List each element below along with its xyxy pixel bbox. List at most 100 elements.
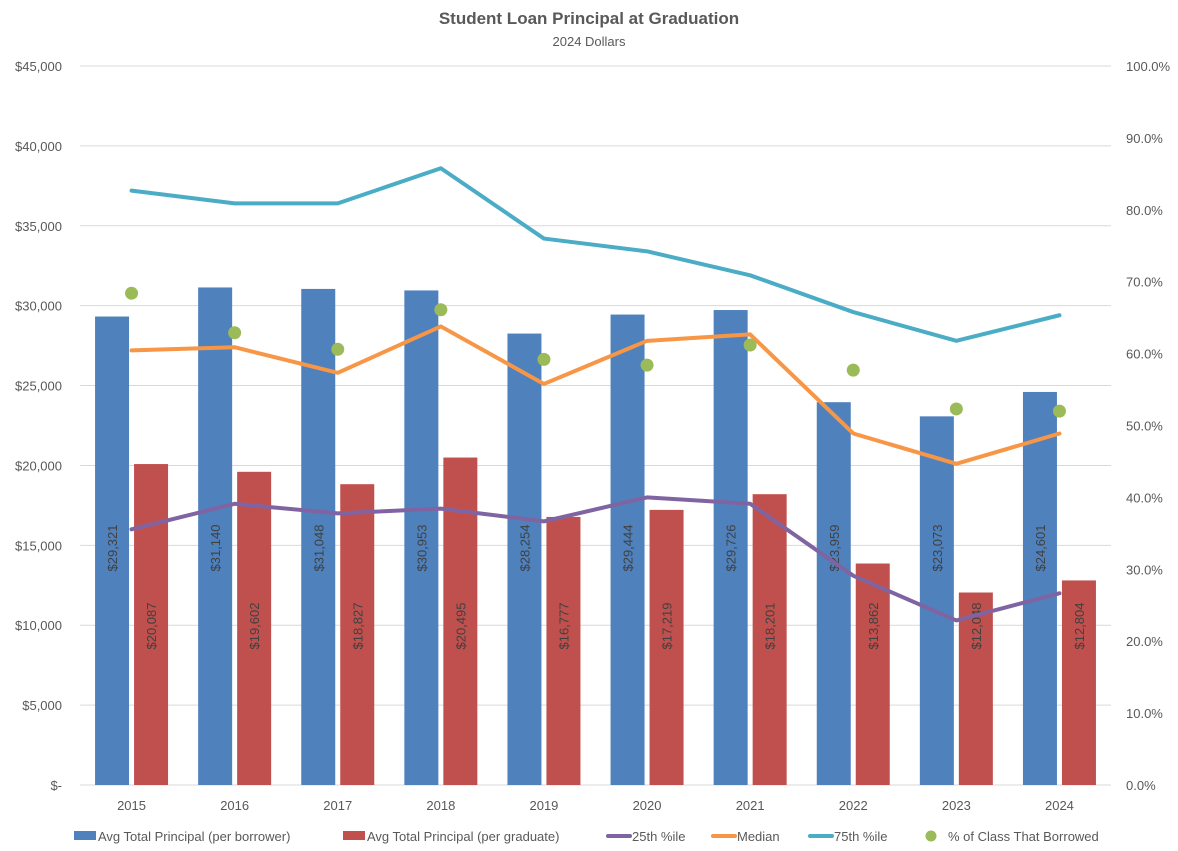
point-pct-borrowed (743, 338, 757, 352)
bar-data-labels: $29,321 $31,140 $31,048 $30,953 $28,254 $29,4… (105, 525, 1087, 650)
bar-data-label: $18,827 (350, 603, 365, 650)
point-pct-borrowed (228, 326, 242, 340)
legend-label: % of Class That Borrowed (948, 829, 1099, 844)
bar-data-label: $24,601 (1033, 525, 1048, 572)
bars (95, 287, 1096, 785)
legend-swatch (343, 831, 365, 840)
bar-data-label: $29,444 (621, 525, 636, 572)
right-axis-tick-label: 20.0% (1126, 634, 1163, 649)
bar-per-graduate (958, 592, 993, 785)
bar-data-label: $17,219 (660, 603, 675, 650)
x-axis-tick-label: 2019 (529, 798, 558, 813)
right-axis-tick-label: 80.0% (1126, 203, 1163, 218)
right-axis-tick-label: 90.0% (1126, 131, 1163, 146)
bar-data-label: $13,862 (866, 603, 881, 650)
legend-label: 25th %ile (632, 829, 685, 844)
x-axis-tick-label: 2018 (426, 798, 455, 813)
right-axis-tick-label: 50.0% (1126, 419, 1163, 434)
bar-data-label: $23,073 (930, 525, 945, 572)
bar-data-label: $28,254 (517, 525, 532, 572)
bar-per-borrower (919, 416, 954, 785)
bar-per-graduate (649, 509, 684, 785)
bar-per-borrower (610, 314, 645, 785)
bar-data-label: $29,321 (105, 525, 120, 572)
bar-per-graduate (134, 464, 169, 785)
x-axis-tick-label: 2016 (220, 798, 249, 813)
right-axis-tick-label: 70.0% (1126, 275, 1163, 290)
bar-per-borrower (816, 402, 851, 785)
bar-per-graduate (340, 484, 375, 785)
bar-data-label: $18,201 (763, 603, 778, 650)
bar-per-graduate (237, 471, 272, 785)
bar-per-graduate (855, 563, 890, 785)
legend-item: 25th %ile (606, 829, 685, 844)
x-axis-tick-label: 2024 (1045, 798, 1074, 813)
point-pct-borrowed (434, 303, 448, 317)
bar-per-borrower (507, 333, 542, 785)
left-axis-tick-label: $10,000 (15, 618, 62, 633)
legend-item: Median (711, 829, 780, 844)
left-axis-tick-label: $30,000 (15, 299, 62, 314)
chart-subtitle: 2024 Dollars (553, 34, 626, 49)
left-axis-tick-label: $20,000 (15, 458, 62, 473)
left-axis-tick-label: $15,000 (15, 538, 62, 553)
bar-per-borrower (404, 290, 439, 785)
x-axis-tick-label: 2022 (839, 798, 868, 813)
right-axis-tick-label: 10.0% (1126, 706, 1163, 721)
right-axis-tick-label: 30.0% (1126, 562, 1163, 577)
scatter-points (125, 286, 1066, 418)
bar-data-label: $16,777 (556, 603, 571, 650)
bar-data-label: $30,953 (414, 525, 429, 572)
bar-data-label: $31,048 (311, 525, 326, 572)
point-pct-borrowed (125, 286, 139, 300)
legend-item: % of Class That Borrowed (925, 829, 1099, 844)
legend-item: Avg Total Principal (per borrower) (74, 829, 290, 844)
legend: Avg Total Principal (per borrower) Avg To… (74, 829, 1099, 844)
x-axis-tick-label: 2020 (633, 798, 662, 813)
legend-label: Avg Total Principal (per borrower) (98, 829, 290, 844)
left-axis-ticks: $- $5,000 $10,000 $15,000 $20,000 $25,000 $30,… (15, 59, 62, 793)
bar-data-label: $29,726 (724, 525, 739, 572)
x-axis-tick-label: 2015 (117, 798, 146, 813)
legend-label: Avg Total Principal (per graduate) (367, 829, 559, 844)
legend-label: 75th %ile (834, 829, 887, 844)
left-axis-tick-label: $- (50, 778, 62, 793)
x-axis-tick-label: 2023 (942, 798, 971, 813)
bar-data-label: $20,087 (144, 603, 159, 650)
legend-item: 75th %ile (808, 829, 887, 844)
right-axis-tick-label: 60.0% (1126, 347, 1163, 362)
point-pct-borrowed (949, 402, 963, 416)
point-pct-borrowed (846, 363, 860, 377)
right-axis-tick-label: 100.0% (1126, 59, 1171, 74)
bar-data-label: $12,048 (969, 603, 984, 650)
legend-label: Median (737, 829, 780, 844)
bar-data-label: $31,140 (208, 525, 223, 572)
chart-title: Student Loan Principal at Graduation (439, 9, 739, 28)
legend-swatch (74, 831, 96, 840)
x-axis-tick-label: 2021 (736, 798, 765, 813)
bar-data-label: $12,804 (1072, 603, 1087, 650)
bar-per-borrower (713, 310, 748, 785)
left-axis-tick-label: $45,000 (15, 59, 62, 74)
bar-per-borrower (198, 287, 233, 785)
point-pct-borrowed (640, 358, 654, 372)
gridlines (80, 65, 1111, 786)
bar-data-label: $19,602 (247, 603, 262, 650)
right-axis-tick-label: 0.0% (1126, 778, 1156, 793)
bar-per-graduate (546, 516, 581, 785)
x-axis-ticks: 2015 2016 2017 2018 2019 2020 2021 2022 2023 2024 (117, 798, 1074, 813)
legend-swatch (925, 830, 937, 842)
line-median (129, 324, 1062, 466)
bar-data-label: $20,495 (453, 603, 468, 650)
point-pct-borrowed (1052, 404, 1066, 418)
line-75th-ile (129, 166, 1062, 343)
point-pct-borrowed (537, 352, 551, 366)
bar-per-borrower (95, 316, 130, 785)
bar-per-graduate (1061, 580, 1096, 785)
x-axis-tick-label: 2017 (323, 798, 352, 813)
left-axis-tick-label: $35,000 (15, 219, 62, 234)
line-25th-ile (129, 495, 1062, 623)
left-axis-tick-label: $40,000 (15, 139, 62, 154)
bar-per-graduate (752, 494, 787, 785)
